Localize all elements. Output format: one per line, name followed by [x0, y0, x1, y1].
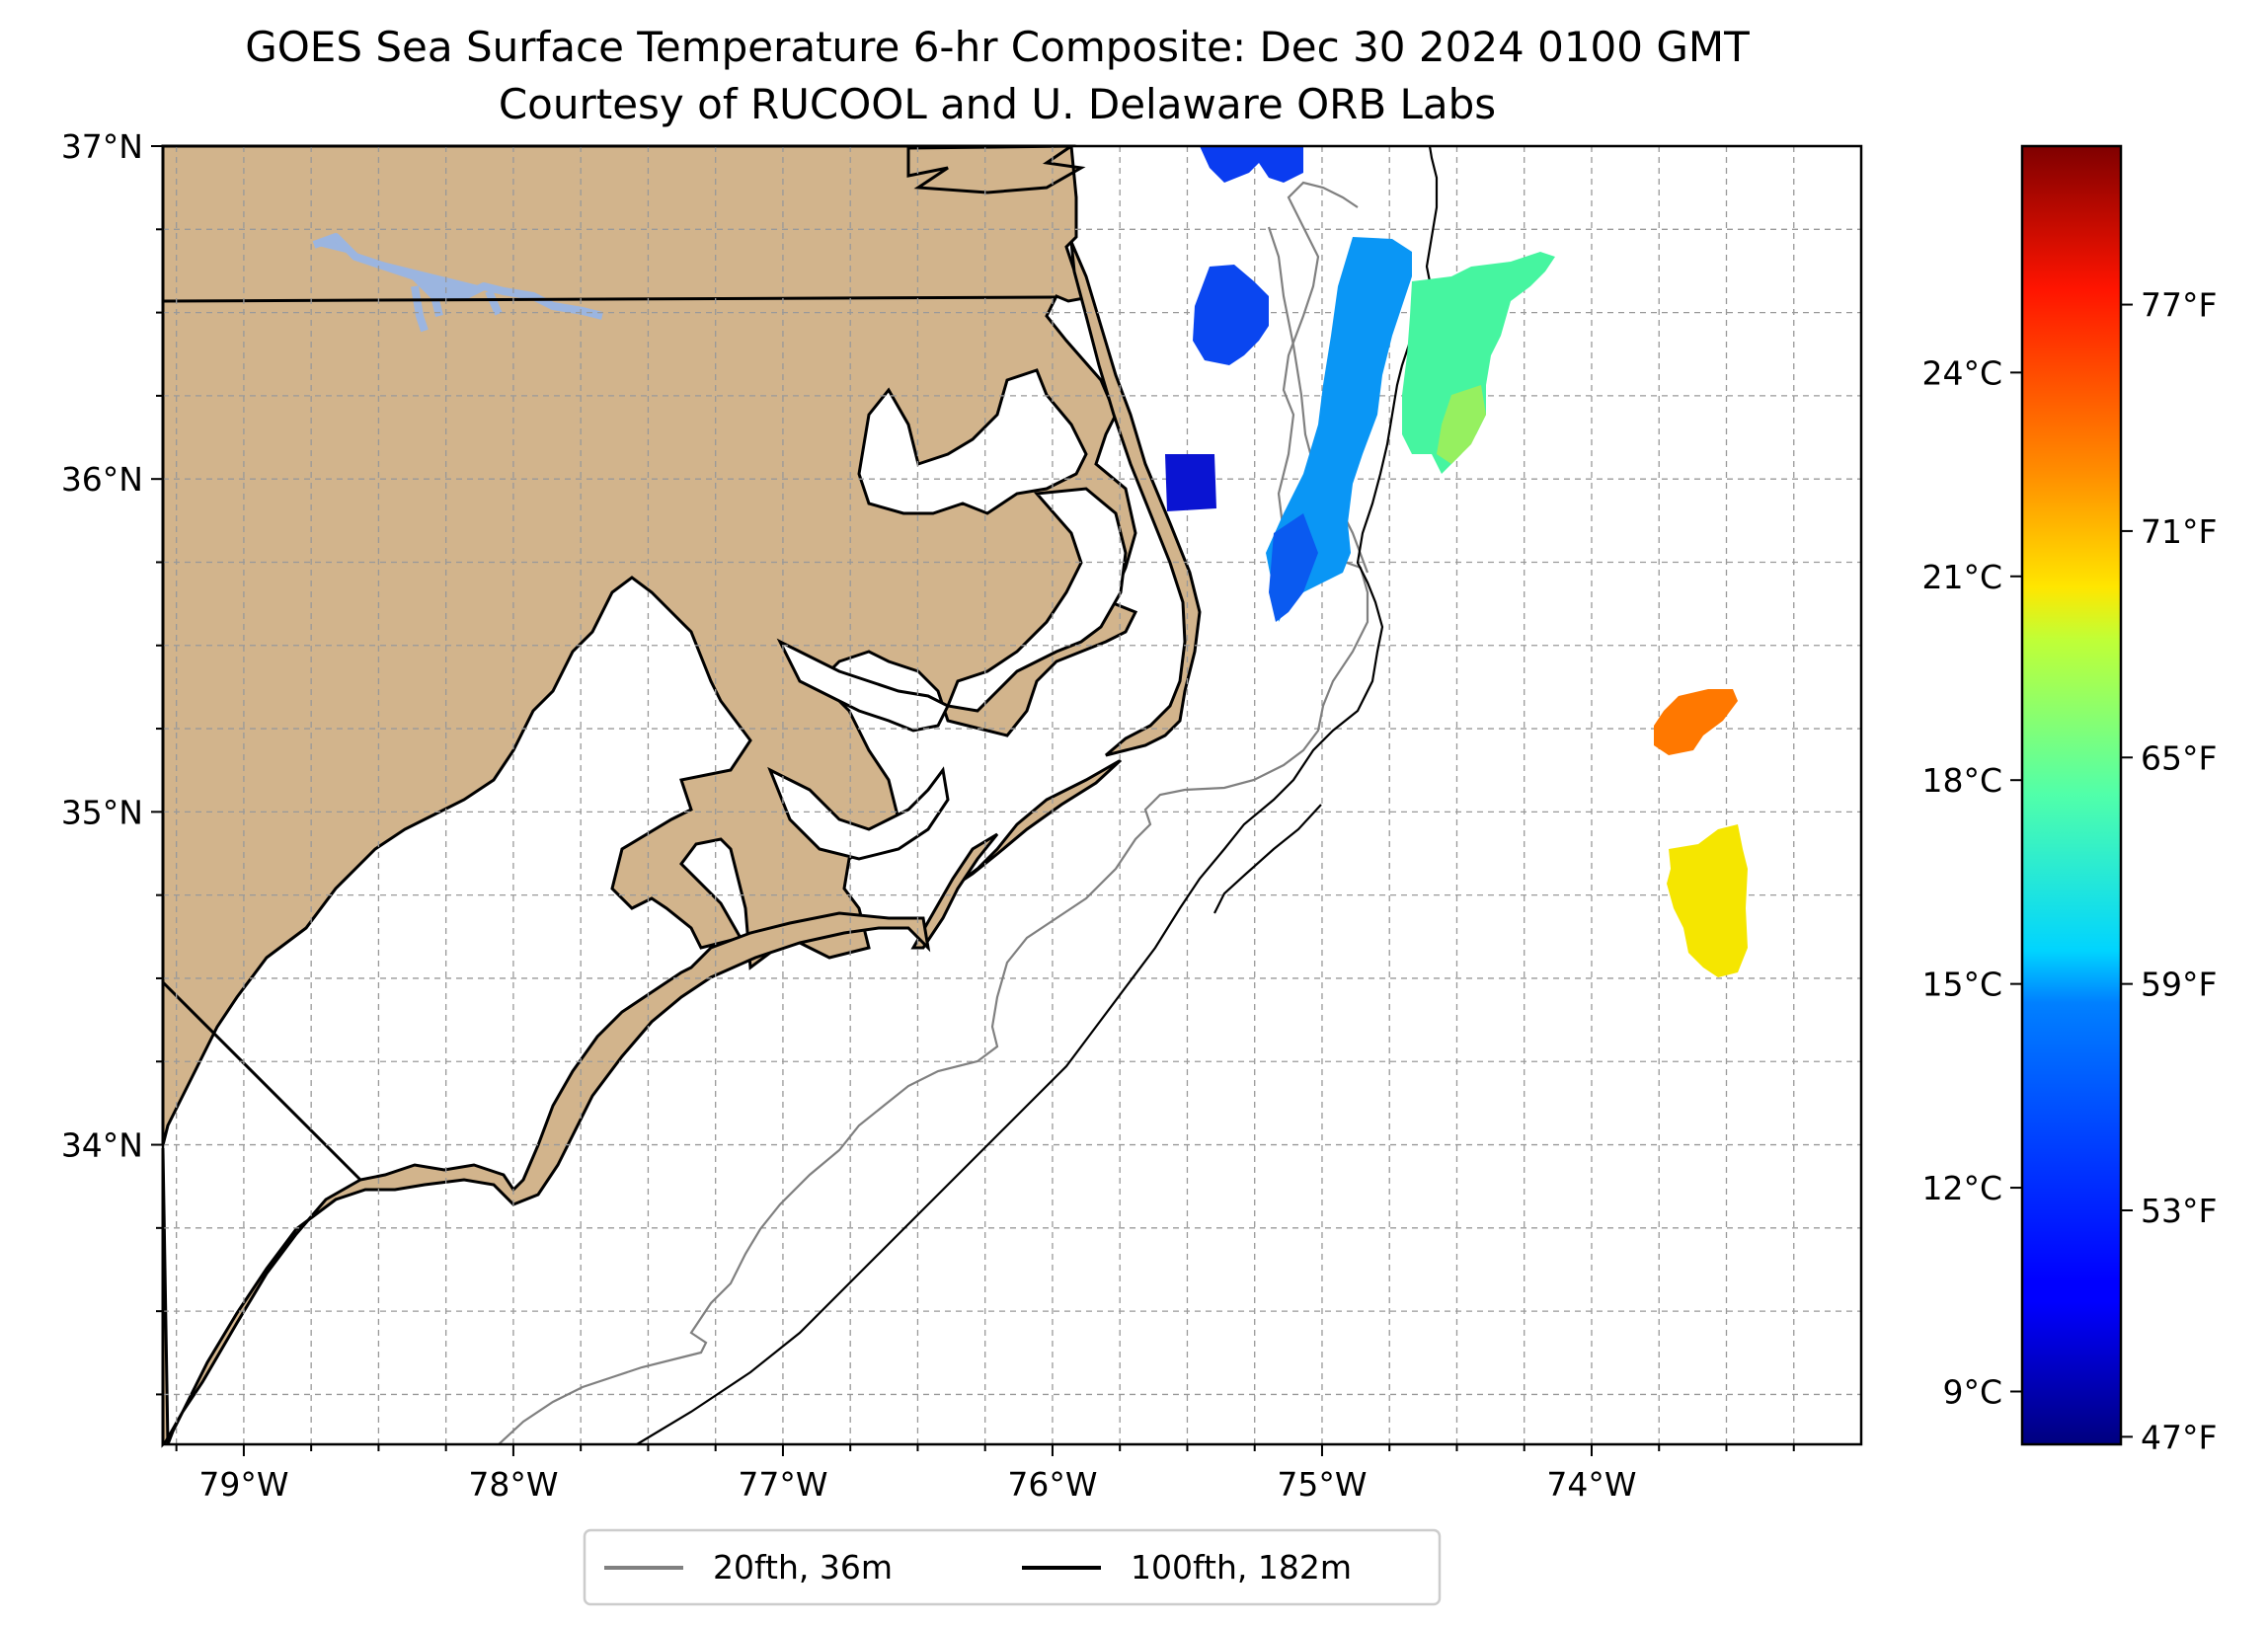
celsius-tick-label: 21°C: [1921, 558, 2002, 596]
celsius-tick-label: 18°C: [1921, 761, 2002, 800]
southern-coast: [161, 911, 931, 1448]
legend-box: [583, 1528, 1442, 1606]
sst-green-patch: [1402, 252, 1555, 474]
pamlico-river: [776, 638, 951, 733]
lon-tick-label: 79°W: [198, 1465, 288, 1504]
lat-tick-label: 35°N: [61, 793, 143, 831]
isobath-100fth-south: [1213, 804, 1322, 914]
sst-blue-edge: [1269, 513, 1318, 622]
fahrenheit-tick-label: 71°F: [2141, 512, 2217, 551]
sst-dark-blue-patch: [1165, 454, 1216, 511]
legend-label-100fth: 100fth, 182m: [1131, 1548, 1352, 1587]
lon-tick-label: 75°W: [1277, 1465, 1367, 1504]
sst-green-lime-edge: [1437, 385, 1486, 464]
nc-sc-border: [161, 980, 362, 1182]
lon-tick-label: 76°W: [1007, 1465, 1097, 1504]
sst-blue-patch-mid: [1193, 265, 1269, 365]
celsius-tick-label: 9°C: [1942, 1372, 2002, 1411]
outer-banks: [1069, 241, 1202, 757]
celsius-tick-label: 12°C: [1921, 1169, 2002, 1207]
colorbar-fahrenheit-ticks: 77°F 71°F 65°F 59°F 53°F 47°F: [2121, 286, 2217, 1456]
lon-tick-label: 78°W: [468, 1465, 558, 1504]
map-grid: [163, 146, 1861, 1444]
lon-tick-label: 74°W: [1546, 1465, 1636, 1504]
lake: [312, 233, 603, 320]
lat-tick-label: 34°N: [61, 1126, 143, 1165]
sst-yellow-patch: [1667, 824, 1748, 977]
sst-blue-patch-north: [1200, 146, 1303, 183]
pamlico-sound: [945, 487, 1128, 713]
map-title: GOES Sea Surface Temperature 6-hr Compos…: [245, 23, 1750, 71]
celsius-tick-label: 24°C: [1921, 353, 2002, 392]
colorbar-celsius-ticks: 24°C 21°C 18°C 15°C 12°C 9°C: [1921, 353, 2022, 1411]
colorbar: [2020, 144, 2123, 1446]
celsius-tick-label: 15°C: [1921, 966, 2002, 1004]
fahrenheit-tick-label: 59°F: [2141, 966, 2217, 1004]
lon-tick-label: 77°W: [738, 1465, 827, 1504]
longitude-ticks: 79°W 78°W 77°W 76°W 75°W 74°W: [175, 1444, 1795, 1504]
lat-tick-label: 37°N: [61, 127, 143, 166]
albemarle-sound: [857, 368, 1088, 515]
nc-va-border: [162, 295, 1057, 303]
map-frame: [161, 144, 1863, 1446]
fahrenheit-tick-label: 47°F: [2141, 1418, 2217, 1456]
core-banks: [910, 832, 999, 950]
fahrenheit-tick-label: 77°F: [2141, 286, 2217, 325]
fahrenheit-tick-label: 53°F: [2141, 1192, 2217, 1230]
sst-orange-patch: [1654, 689, 1738, 755]
isobath-20fth: [498, 181, 1369, 1445]
lat-tick-label: 36°N: [61, 460, 143, 499]
fahrenheit-tick-label: 65°F: [2141, 738, 2217, 777]
neuse-river: [767, 766, 950, 861]
isobath-legend: 20fth, 36m 100fth, 182m: [583, 1528, 1442, 1606]
legend-label-20fth: 20fth, 36m: [713, 1548, 893, 1587]
map-subtitle: Courtesy of RUCOOL and U. Delaware ORB L…: [499, 80, 1496, 128]
latitude-ticks: 37°N 36°N 35°N 34°N: [61, 127, 163, 1396]
